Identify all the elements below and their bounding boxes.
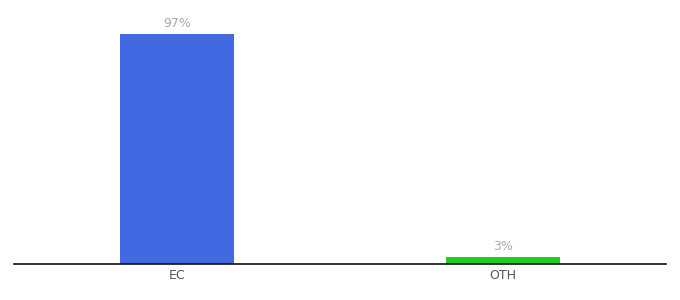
Text: 3%: 3% [493,240,513,253]
Bar [120,34,234,264]
Text: 97%: 97% [163,17,190,30]
Bar [446,257,560,264]
